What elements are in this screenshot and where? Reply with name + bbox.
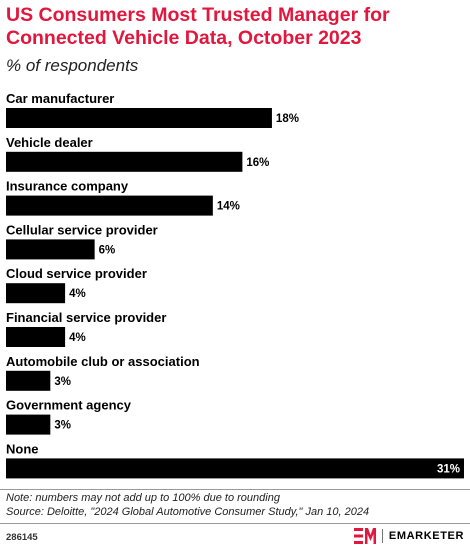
category-label-government-agency: Government agency <box>6 398 132 413</box>
value-label-vehicle-dealer: 16% <box>246 157 269 169</box>
category-label-car-manufacturer: Car manufacturer <box>6 91 114 106</box>
bar-none <box>6 458 464 479</box>
bar-insurance-company <box>6 195 213 216</box>
em-logo-icon <box>353 528 376 544</box>
bar-vehicle-dealer <box>6 151 243 172</box>
category-label-cellular-service-provider: Cellular service provider <box>6 222 158 237</box>
logo-separator <box>381 529 383 543</box>
bar-cloud-service-provider <box>6 283 66 304</box>
value-label-automobile-club-or-association: 3% <box>54 376 71 388</box>
source-line: Source: Deloitte, "2024 Global Automotiv… <box>6 506 370 518</box>
value-label-none: 31% <box>437 463 460 475</box>
category-label-cloud-service-provider: Cloud service provider <box>6 266 147 281</box>
category-label-insurance-company: Insurance company <box>6 179 129 194</box>
bar-financial-service-provider <box>6 327 66 347</box>
value-label-cloud-service-provider: 4% <box>69 288 86 300</box>
bar-automobile-club-or-association <box>6 370 51 391</box>
value-label-car-manufacturer: 18% <box>276 113 299 125</box>
chart-subtitle: % of respondents <box>6 56 139 75</box>
footnote: Note: numbers may not add up to 100% due… <box>6 492 280 504</box>
category-label-none: None <box>6 441 39 456</box>
bar-cellular-service-provider <box>6 239 95 260</box>
footer-divider-bottom <box>0 523 470 524</box>
value-label-insurance-company: 14% <box>217 201 240 213</box>
bar-government-agency <box>6 414 51 435</box>
value-label-financial-service-provider: 4% <box>69 332 86 344</box>
bar-chart: Car manufacturer 18% Vehicle dealer 16% Insu… <box>6 91 464 479</box>
value-label-cellular-service-provider: 6% <box>99 244 116 256</box>
footer-divider <box>0 489 470 490</box>
value-label-government-agency: 3% <box>54 420 71 432</box>
brand-name: EMARKETER <box>388 530 464 542</box>
emarketer-logo: EMARKETER <box>353 528 464 544</box>
bar-car-manufacturer <box>6 108 272 128</box>
category-label-vehicle-dealer: Vehicle dealer <box>6 135 93 150</box>
category-label-automobile-club-or-association: Automobile club or association <box>6 354 200 369</box>
chart-title: US Consumers Most Trusted Manager for Co… <box>6 4 390 49</box>
chart-id: 286145 <box>6 532 38 543</box>
category-label-financial-service-provider: Financial service provider <box>6 310 166 325</box>
